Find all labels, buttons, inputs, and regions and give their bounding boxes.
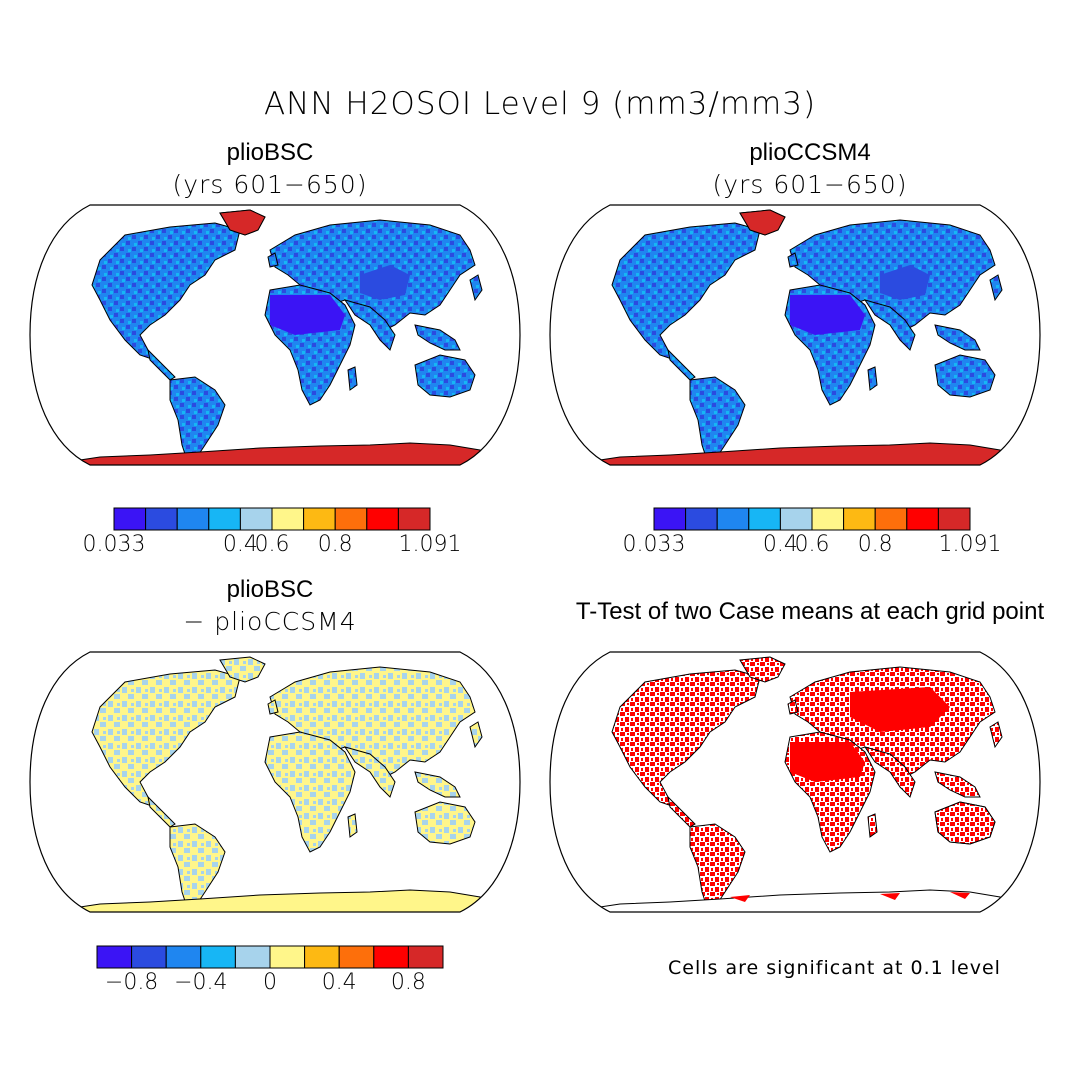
colorbar-swatch	[303, 507, 336, 531]
map-plio-ccsm4	[549, 204, 1041, 466]
colorbar-swatch	[373, 945, 409, 969]
colorbar-tick-label: 0.8	[857, 532, 893, 557]
colorbar-tick-label: 0.8	[317, 532, 353, 557]
panel-subtitle-top-right: (yrs 601−650)	[712, 170, 908, 199]
colorbar-swatch	[779, 507, 813, 531]
colorbar-swatch	[145, 507, 178, 531]
colorbar-swatch	[338, 945, 375, 969]
significance-note: Cells are significant at 0.1 level	[668, 957, 1001, 979]
colorbar-swatch	[96, 945, 133, 969]
colorbar-swatch	[131, 945, 167, 969]
colorbar-swatch	[653, 507, 687, 531]
colorbar-swatch	[811, 507, 845, 531]
colorbar-swatch	[407, 945, 444, 969]
colorbar-swatch	[937, 507, 971, 531]
colorbar-tick-label: 0.8	[390, 970, 426, 995]
colorbar-tick-label: 0.033	[622, 532, 686, 557]
colorbar-tick-label: 0.6	[254, 532, 290, 557]
colorbar-tick-label: 0.4	[222, 532, 258, 557]
colorbar-swatch	[748, 507, 781, 531]
colorbar-tick-label: −0.8	[104, 970, 159, 995]
colorbar-top-right	[653, 507, 971, 531]
colorbar-top-left	[113, 507, 431, 531]
colorbar-swatch	[239, 507, 273, 531]
colorbar-swatch	[397, 507, 431, 531]
colorbar-swatch	[176, 507, 210, 531]
colorbar-swatch	[113, 507, 147, 531]
colorbar-swatch	[685, 507, 718, 531]
colorbar-swatch	[906, 507, 939, 531]
colorbar-tick-label: 0.6	[794, 532, 830, 557]
colorbar-swatch	[843, 507, 876, 531]
figure-title: ANN H2OSOI Level 9 (mm3/mm3)	[263, 86, 817, 122]
panel-subtitle-bottom-left: − plioCCSM4	[183, 607, 357, 636]
colorbar-swatch	[208, 507, 241, 531]
colorbar-swatch	[271, 507, 305, 531]
colorbar-tick-label: 1.091	[938, 532, 1002, 557]
colorbar-swatch	[874, 507, 908, 531]
map-difference	[29, 651, 521, 913]
panel-title-top-right: plioCCSM4	[749, 139, 871, 166]
colorbar-swatch	[304, 945, 340, 969]
panel-title-bottom-left: plioBSC	[226, 576, 314, 603]
colorbar-tick-label: 1.091	[398, 532, 462, 557]
colorbar-swatch	[200, 945, 236, 969]
colorbar-tick-label: 0.4	[762, 532, 798, 557]
colorbar-swatch	[269, 945, 306, 969]
colorbar-swatch	[334, 507, 368, 531]
colorbar-swatch	[366, 507, 399, 531]
colorbar-tick-label: 0.4	[321, 970, 357, 995]
colorbar-bottom-left	[96, 945, 444, 969]
panel-subtitle-top-left: (yrs 601−650)	[172, 170, 368, 199]
colorbar-swatch	[234, 945, 271, 969]
map-plio-bsc	[29, 204, 521, 466]
colorbar-swatch	[165, 945, 202, 969]
map-ttest	[549, 651, 1041, 913]
panel-title-bottom-right: T-Test of two Case means at each grid po…	[575, 598, 1045, 625]
colorbar-tick-label: 0.033	[82, 532, 146, 557]
colorbar-tick-label: 0	[263, 970, 277, 995]
panel-title-top-left: plioBSC	[226, 139, 314, 166]
colorbar-swatch	[716, 507, 750, 531]
colorbar-tick-label: −0.4	[174, 970, 228, 995]
